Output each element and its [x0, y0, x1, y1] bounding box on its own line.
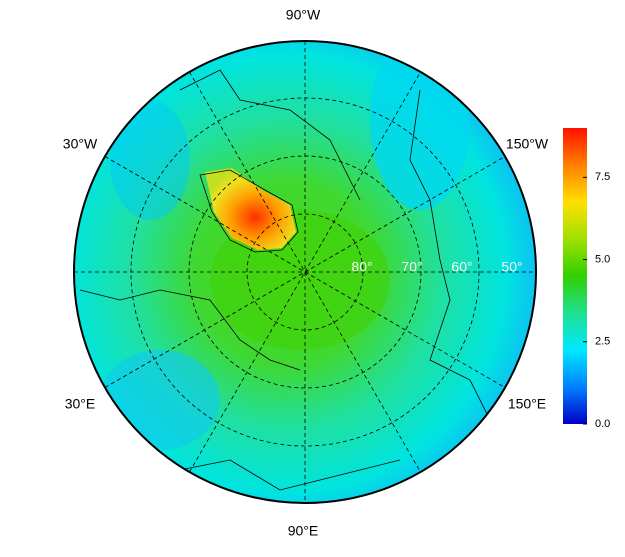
meridian-label: 150°W	[506, 136, 549, 152]
colorbar-tick-label: 0.0	[595, 418, 610, 430]
latitude-label: 70°	[401, 259, 422, 275]
colorbar-tick-label: 2.5	[595, 336, 610, 348]
meridian-label: 90°E	[288, 523, 319, 539]
latitude-label: 60°	[451, 259, 472, 275]
meridian-label: 90°W	[286, 7, 321, 23]
meridian-label: 30°E	[65, 396, 96, 412]
latitude-label: 50°	[501, 259, 522, 275]
meridian-labels: 90°W 30°W 150°W 30°E 150°E 90°E	[63, 7, 549, 539]
colorbar-ticks: 0.0 2.5 5.0 7.5	[583, 171, 610, 430]
meridian-label: 30°W	[63, 136, 98, 152]
colorbar	[563, 128, 587, 424]
latitude-labels: 80° 70° 60° 50°	[351, 259, 522, 275]
graticule	[74, 41, 536, 503]
colorbar-tick-label: 7.5	[595, 171, 610, 183]
map-border	[73, 40, 537, 504]
meridian-label: 150°E	[508, 396, 546, 412]
latitude-label: 80°	[351, 259, 372, 275]
colorbar-tick-label: 5.0	[595, 253, 610, 265]
